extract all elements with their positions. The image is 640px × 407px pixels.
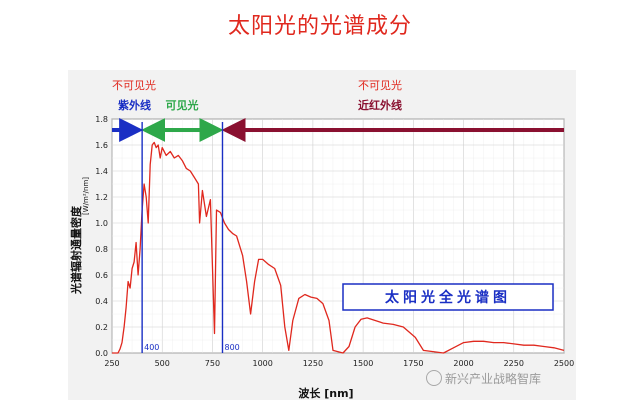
series-line: [112, 141, 565, 354]
x-tick-label: 1750: [403, 359, 423, 368]
x-tick-label: 750: [205, 359, 220, 368]
annotation-text: 太阳光全光谱图: [385, 289, 511, 306]
y-tick-label: 0.4: [95, 297, 108, 306]
watermark: 新兴产业战略智库: [426, 370, 541, 387]
x-tick-label: 500: [155, 359, 170, 368]
y-tick-label: 0.8: [95, 245, 108, 254]
y-tick-label: 1.2: [95, 193, 108, 202]
x-tick-label: 2500: [554, 359, 574, 368]
x-tick-label: 1250: [303, 359, 323, 368]
x-tick-label: 2000: [453, 359, 473, 368]
boundary-markers: 400 800: [141, 122, 240, 353]
x-axis-title: 波长 [nm]: [298, 386, 353, 400]
grid: [111, 118, 565, 354]
y-tick-label: 1.6: [95, 141, 108, 150]
x-tick-label: 250: [104, 359, 119, 368]
y-tick-label: 0.0: [95, 349, 108, 358]
band-label: 近红外线: [358, 98, 402, 112]
y-tick-label: 1.8: [95, 115, 108, 124]
y-tick-label: 0.2: [95, 323, 108, 332]
x-tick-label: 2250: [504, 359, 524, 368]
axes: 250 500 750 1000 1250 1500 1750 2000 2250 2500 0.0…: [95, 115, 574, 368]
series-layer: [112, 141, 565, 354]
watermark-text: 新兴产业战略智库: [445, 372, 542, 386]
band-top-label: 不可见光: [112, 78, 156, 92]
x-tick-label: 1500: [353, 359, 373, 368]
boundary-label: 400: [144, 343, 159, 352]
y-axis-unit: [W/m²/nm]: [82, 177, 90, 215]
band-label: 紫外线: [118, 98, 151, 112]
wechat-icon: [426, 370, 442, 386]
y-tick-label: 1.4: [95, 167, 108, 176]
annotation-box: 太阳光全光谱图: [342, 283, 554, 311]
y-tick-label: 0.6: [95, 271, 108, 280]
y-axis-title: 光谱辐射通量密度: [69, 205, 83, 295]
boundary-label: 800: [224, 343, 239, 352]
x-tick-label: 1000: [252, 359, 272, 368]
band-top-label: 不可见光: [358, 78, 402, 92]
y-tick-label: 1.0: [95, 219, 108, 228]
band-label: 可见光: [166, 98, 199, 112]
page-title: 太阳光的光谱成分: [227, 14, 412, 39]
